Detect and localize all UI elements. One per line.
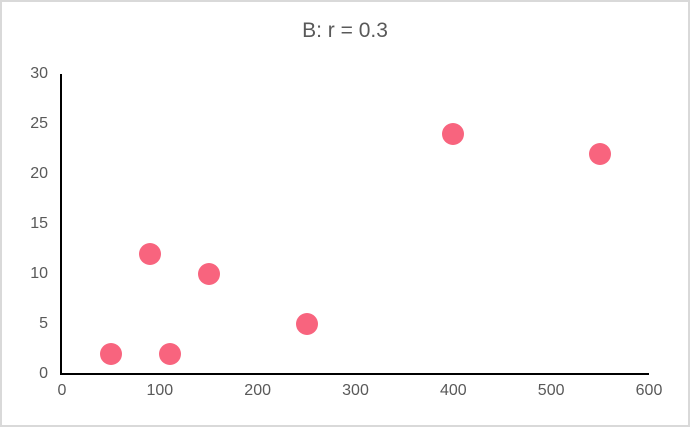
y-tick-label: 25 (30, 115, 48, 132)
data-point (589, 143, 612, 165)
y-tick-label: 5 (39, 315, 48, 332)
y-tick-label: 30 (30, 65, 48, 82)
data-point (99, 343, 122, 365)
plot-area (60, 74, 649, 375)
x-tick-label: 0 (57, 382, 67, 399)
x-tick-label: 100 (146, 382, 174, 399)
y-tick-label: 20 (30, 165, 48, 182)
y-tick-label: 0 (39, 365, 48, 382)
data-point (295, 313, 318, 335)
data-point (139, 243, 162, 265)
x-tick-label: 200 (244, 382, 271, 399)
data-point (158, 343, 181, 365)
y-tick-label: 10 (30, 265, 48, 282)
x-tick-label: 300 (342, 382, 369, 399)
chart-title: B: r = 0.3 (302, 19, 388, 42)
data-point (197, 263, 220, 285)
x-tick-label: 600 (635, 382, 663, 399)
y-tick-label: 15 (30, 215, 48, 232)
x-tick-label: 400 (439, 382, 467, 399)
data-point (442, 123, 465, 145)
x-tick-label: 500 (537, 382, 565, 399)
